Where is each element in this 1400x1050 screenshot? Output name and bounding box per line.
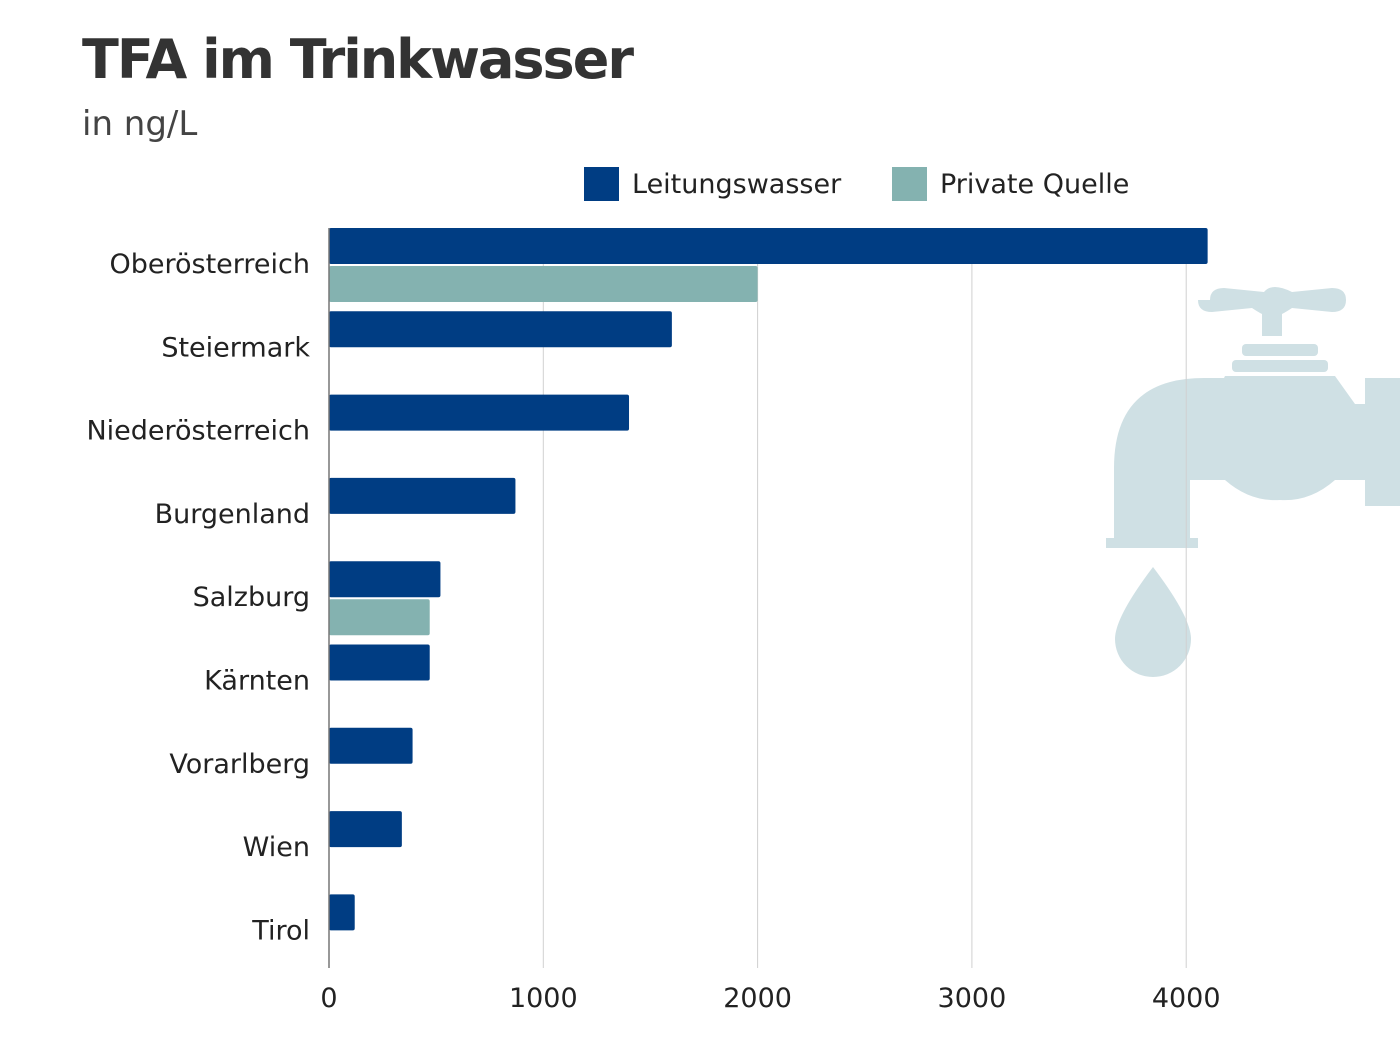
faucet-icon [1106, 287, 1400, 677]
category-label: Steiermark [161, 332, 310, 363]
x-tick-label: 2000 [723, 983, 792, 1014]
legend-label: Private Quelle [940, 169, 1129, 200]
bar-leitungswasser [329, 644, 430, 681]
category-label: Vorarlberg [169, 749, 310, 780]
category-label: Kärnten [204, 666, 310, 697]
bar-private-quelle [329, 599, 430, 636]
chart-subtitle: in ng/L [82, 104, 198, 144]
legend-label: Leitungswasser [632, 169, 842, 200]
x-tick-label: 3000 [938, 983, 1007, 1014]
bar-leitungswasser [329, 727, 413, 764]
category-label: Wien [243, 832, 310, 863]
bar-leitungswasser [329, 811, 402, 848]
category-label: Salzburg [193, 582, 310, 613]
bar-leitungswasser [329, 477, 516, 514]
bar-leitungswasser [329, 894, 355, 931]
bar-leitungswasser [329, 561, 441, 598]
chart-title: TFA im Trinkwasser [82, 28, 634, 91]
x-tick-label: 1000 [509, 983, 578, 1014]
category-label: Niederösterreich [86, 416, 310, 447]
x-tick-label: 4000 [1152, 983, 1221, 1014]
bar-leitungswasser [329, 394, 630, 431]
x-tick-label: 0 [320, 983, 337, 1014]
category-label: Tirol [251, 915, 310, 946]
category-label: Oberösterreich [110, 249, 311, 280]
bar-leitungswasser [329, 228, 1208, 264]
legend-swatch [584, 167, 619, 201]
legend-swatch [892, 167, 927, 201]
bar-leitungswasser [329, 311, 672, 348]
category-label: Burgenland [155, 499, 310, 530]
bar-private-quelle [329, 266, 758, 302]
